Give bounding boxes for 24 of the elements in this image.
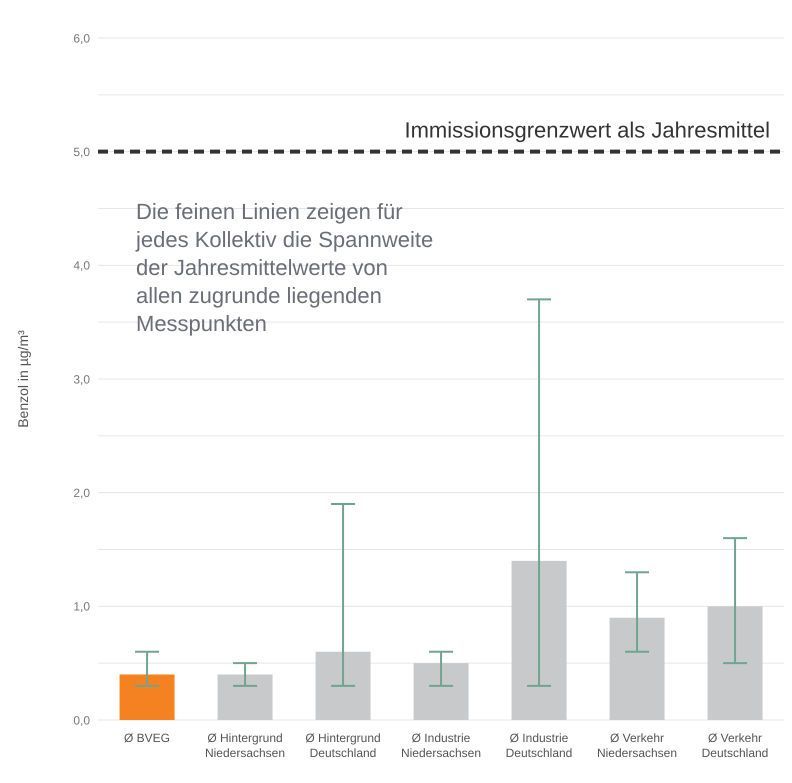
y-tick-label: 6,0: [73, 31, 90, 46]
x-tick-label: Ø BVEG: [124, 731, 170, 745]
y-axis-title: Benzol in µg/m³: [14, 330, 31, 428]
x-tick-label: Ø Verkehr Deutschland: [702, 731, 768, 760]
bar: [120, 674, 175, 720]
x-tick-label: Ø Hintergrund Niedersachsen: [204, 731, 286, 760]
y-tick-label: 2,0: [73, 486, 90, 500]
y-tick-label: 4,0: [73, 258, 90, 273]
x-tick-label: Ø Industrie Niedersachsen: [400, 731, 482, 760]
bar: [610, 618, 665, 720]
bar: [316, 652, 371, 720]
annotation: Die feinen Linien zeigen für jedes Kollektiv die Spannweite der Jahresmittelwerte von allen zugrunde liegenden Messpunkten: [136, 198, 434, 338]
x-tick-label: Ø Industrie Deutschland: [506, 731, 572, 760]
y-tick-label: 3,0: [73, 372, 90, 386]
ref-line-label: Immissionsgrenzwert als Jahresmittel: [404, 118, 770, 143]
bar: [708, 606, 763, 720]
bar: [512, 560, 567, 720]
y-tick-label: 5,0: [73, 144, 90, 159]
x-tick-label: Ø Hintergrund Deutschland: [305, 731, 381, 760]
x-tick-label: Ø Verkehr Niedersachsen: [596, 731, 678, 760]
y-tick-label: 1,0: [73, 600, 90, 614]
bar: [218, 674, 273, 720]
y-tick-label: 0,0: [73, 713, 90, 728]
bar: [414, 663, 469, 720]
